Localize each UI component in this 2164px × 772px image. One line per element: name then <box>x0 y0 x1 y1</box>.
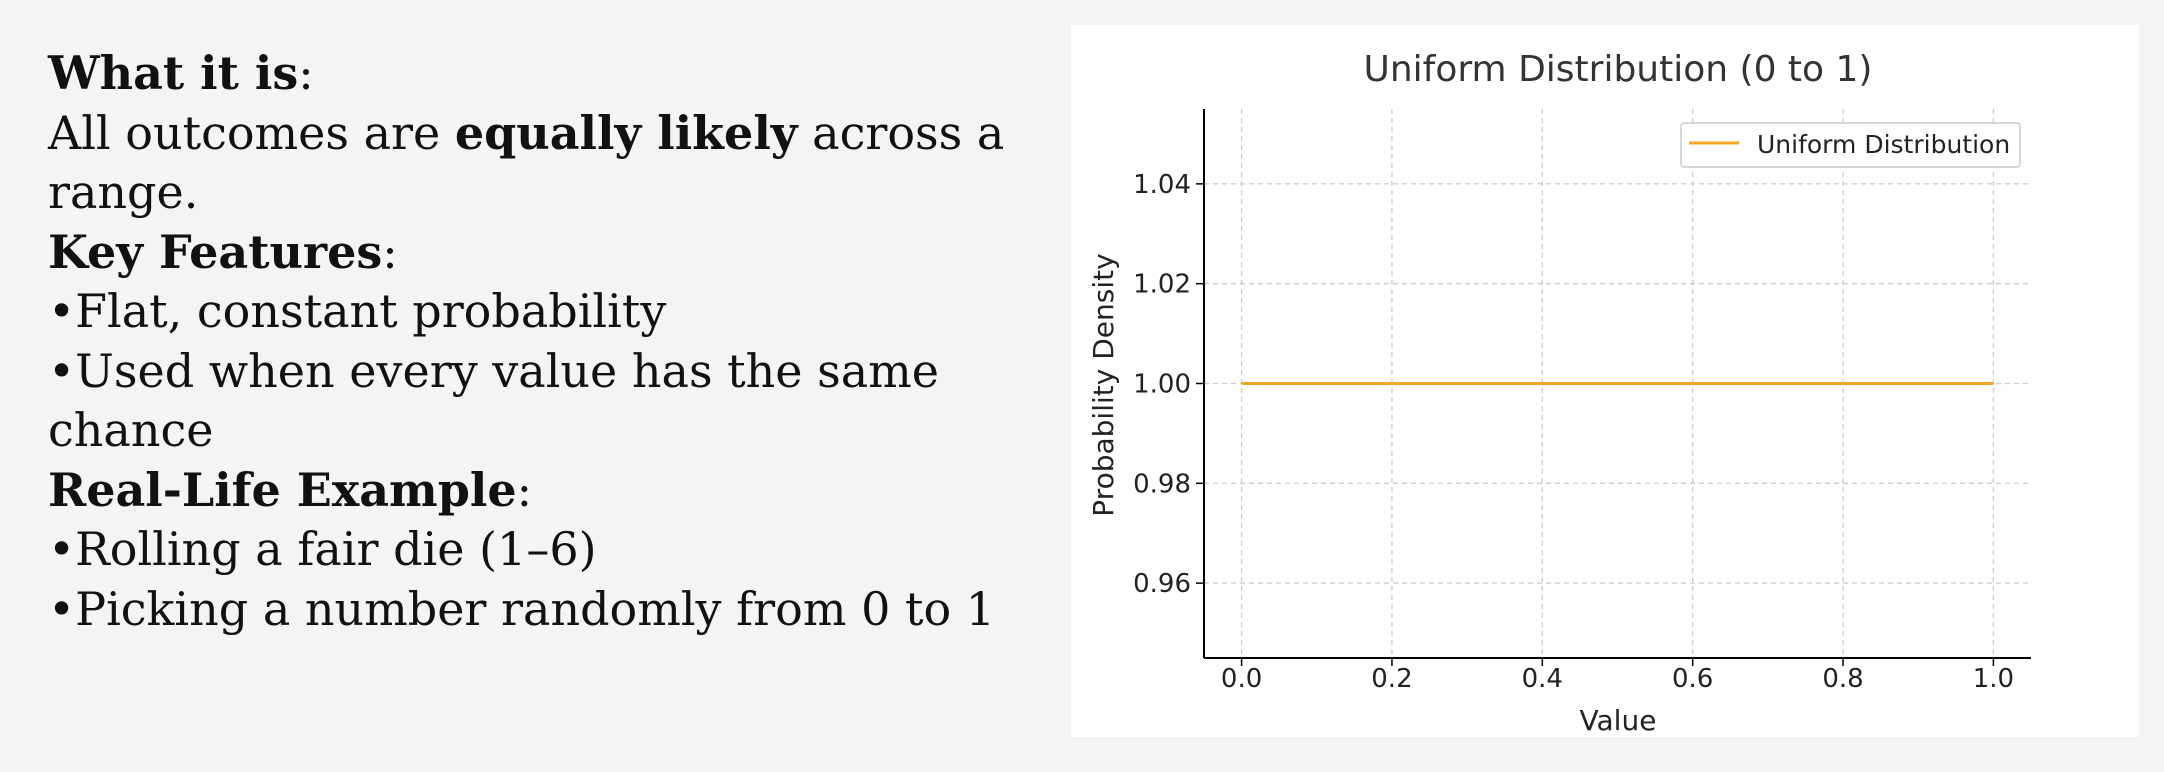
y-tick-label: 1.04 <box>1133 170 1191 200</box>
example-label: Real-Life Example <box>48 462 517 517</box>
x-tick-label: 0.0 <box>1221 664 1262 694</box>
legend: Uniform Distribution <box>1680 122 2021 168</box>
what-it-is-heading: What it is: <box>48 44 1058 104</box>
description-emphasis: equally likely <box>454 105 798 160</box>
y-axis-label: Probability Density <box>1087 253 1120 516</box>
y-tick-label: 0.96 <box>1133 569 1191 599</box>
example-item-1: •Rolling a fair die (1–6) <box>48 522 597 576</box>
x-tick-label: 0.8 <box>1822 664 1863 694</box>
key-features-label: Key Features <box>48 224 383 279</box>
description: All outcomes are equally likely across a… <box>48 104 1058 223</box>
what-it-is-colon: : <box>298 46 314 100</box>
legend-label: Uniform Distribution <box>1757 130 2010 159</box>
y-tick-label: 0.98 <box>1133 469 1191 499</box>
example-heading: Real-Life Example: <box>48 461 1058 521</box>
example-item-2: •Picking a number randomly from 0 to 1 <box>48 581 996 636</box>
axes: 0.0 0.2 0.4 0.6 0.8 1.0 0.96 0.98 1.00 1.02 1.04 <box>1133 109 2031 694</box>
description-part-1: All outcomes are <box>48 105 455 160</box>
key-features-heading: Key Features: <box>48 223 1058 283</box>
x-tick-label: 1.0 <box>1973 664 2014 694</box>
chart-panel: 0.0 0.2 0.4 0.6 0.8 1.0 0.96 0.98 1.00 1.02 1.04 U… <box>1071 25 2139 737</box>
x-tick-label: 0.4 <box>1522 664 1563 694</box>
what-it-is-label: What it is <box>48 46 299 100</box>
y-tick-label: 1.00 <box>1133 370 1191 400</box>
feature-item-2: •Used when every value has the same chan… <box>48 343 940 458</box>
x-axis-label: Value <box>1580 704 1657 737</box>
text-panel: What it is: All outcomes are equally lik… <box>48 44 1058 639</box>
key-features-colon: : <box>382 224 398 279</box>
y-tick-label: 1.02 <box>1133 270 1191 300</box>
description-part-2: across a range. <box>48 105 1005 220</box>
feature-item-1: •Flat, constant probability <box>48 284 667 338</box>
x-tick-label: 0.6 <box>1672 664 1713 694</box>
legend-box <box>1680 122 2021 168</box>
example-colon: : <box>516 462 533 517</box>
uniform-distribution-chart: 0.0 0.2 0.4 0.6 0.8 1.0 0.96 0.98 1.00 1.02 1.04 U… <box>1087 49 2031 737</box>
chart-title: Uniform Distribution (0 to 1) <box>1364 49 1873 90</box>
x-tick-label: 0.2 <box>1371 664 1412 694</box>
